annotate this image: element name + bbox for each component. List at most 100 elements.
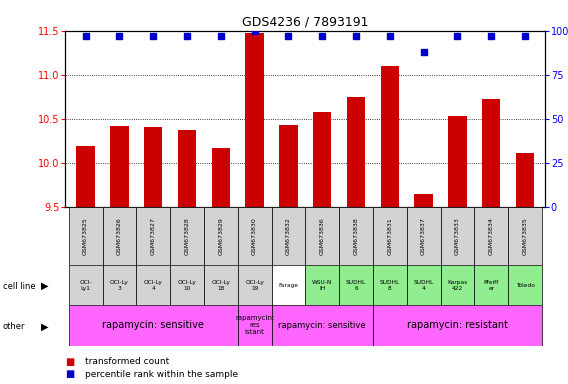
Bar (204, 207, 237, 265)
Text: rapamycin: sensitive: rapamycin: sensitive (102, 320, 204, 331)
Bar (279, 125, 298, 207)
Text: OCI-Ly
19: OCI-Ly 19 (245, 280, 264, 291)
Bar (237, 207, 272, 265)
Text: Pfeiff
er: Pfeiff er (483, 280, 499, 291)
Text: GSM673836: GSM673836 (320, 217, 325, 255)
Bar (136, 265, 170, 305)
Bar (76, 146, 95, 207)
Bar (306, 207, 339, 265)
Point (419, 49, 428, 55)
Bar (373, 207, 407, 265)
Text: Toledo: Toledo (516, 283, 534, 288)
Text: Farage: Farage (278, 283, 298, 288)
Text: rapamycin:
res
istant: rapamycin: res istant (235, 315, 274, 336)
Bar (178, 130, 197, 207)
Text: GSM673826: GSM673826 (117, 217, 122, 255)
Bar (69, 207, 102, 265)
Bar (204, 265, 237, 305)
Text: cell line: cell line (3, 281, 35, 291)
Text: rapamycin: sensitive: rapamycin: sensitive (278, 321, 366, 330)
Bar (448, 116, 467, 207)
Text: SUDHL
8: SUDHL 8 (379, 280, 400, 291)
Text: OCI-Ly
10: OCI-Ly 10 (178, 280, 197, 291)
Point (216, 33, 225, 39)
Text: GSM673831: GSM673831 (387, 217, 392, 255)
Text: OCI-
Ly1: OCI- Ly1 (80, 280, 92, 291)
Bar (516, 152, 534, 207)
Point (115, 33, 124, 39)
Bar (306, 265, 339, 305)
Bar (136, 207, 170, 265)
Bar (102, 207, 136, 265)
Text: OCI-Ly
4: OCI-Ly 4 (144, 280, 162, 291)
Point (81, 33, 90, 39)
Bar (110, 126, 129, 207)
Bar (272, 305, 373, 346)
Bar (69, 265, 102, 305)
Bar (272, 265, 306, 305)
Text: GSM673825: GSM673825 (83, 217, 88, 255)
Point (487, 33, 496, 39)
Text: WSU-N
IH: WSU-N IH (312, 280, 332, 291)
Bar (339, 265, 373, 305)
Text: ▶: ▶ (41, 281, 48, 291)
Bar (407, 207, 441, 265)
Bar (508, 207, 542, 265)
Point (284, 33, 293, 39)
Point (453, 33, 462, 39)
Title: GDS4236 / 7893191: GDS4236 / 7893191 (242, 15, 369, 28)
Text: GSM673835: GSM673835 (523, 217, 528, 255)
Bar (381, 66, 399, 207)
Bar (373, 265, 407, 305)
Text: OCI-Ly
3: OCI-Ly 3 (110, 280, 129, 291)
Bar (170, 265, 204, 305)
Text: GSM673830: GSM673830 (252, 217, 257, 255)
Bar (237, 305, 272, 346)
Bar (441, 207, 474, 265)
Point (520, 33, 529, 39)
Text: ■: ■ (65, 357, 74, 367)
Point (385, 33, 394, 39)
Bar (474, 207, 508, 265)
Bar (339, 207, 373, 265)
Text: GSM673833: GSM673833 (455, 217, 460, 255)
Text: Karpas
422: Karpas 422 (447, 280, 467, 291)
Text: OCI-Ly
18: OCI-Ly 18 (211, 280, 230, 291)
Text: transformed count: transformed count (85, 357, 169, 366)
Bar (407, 265, 441, 305)
Text: ▶: ▶ (41, 321, 48, 331)
Point (352, 33, 361, 39)
Bar (313, 112, 332, 207)
Bar (144, 127, 162, 207)
Bar (414, 194, 433, 207)
Bar (508, 265, 542, 305)
Text: GSM673838: GSM673838 (353, 217, 358, 255)
Text: GSM673834: GSM673834 (488, 217, 494, 255)
Bar (272, 207, 306, 265)
Bar (170, 207, 204, 265)
Bar (211, 148, 230, 207)
Bar (102, 265, 136, 305)
Point (149, 33, 158, 39)
Bar (237, 265, 272, 305)
Point (182, 33, 191, 39)
Point (318, 33, 327, 39)
Text: other: other (3, 322, 26, 331)
Bar (474, 265, 508, 305)
Point (250, 28, 259, 34)
Text: GSM673828: GSM673828 (185, 217, 190, 255)
Text: GSM673827: GSM673827 (151, 217, 156, 255)
Text: SUDHL
6: SUDHL 6 (346, 280, 366, 291)
Bar (346, 97, 365, 207)
Text: GSM673829: GSM673829 (218, 217, 223, 255)
Bar (245, 33, 264, 207)
Text: percentile rank within the sample: percentile rank within the sample (85, 370, 239, 379)
Text: rapamycin: resistant: rapamycin: resistant (407, 320, 508, 331)
Text: GSM673832: GSM673832 (286, 217, 291, 255)
Bar (69, 305, 237, 346)
Bar (373, 305, 542, 346)
Text: GSM673837: GSM673837 (421, 217, 426, 255)
Text: ■: ■ (65, 369, 74, 379)
Text: SUDHL
4: SUDHL 4 (414, 280, 434, 291)
Bar (482, 99, 500, 207)
